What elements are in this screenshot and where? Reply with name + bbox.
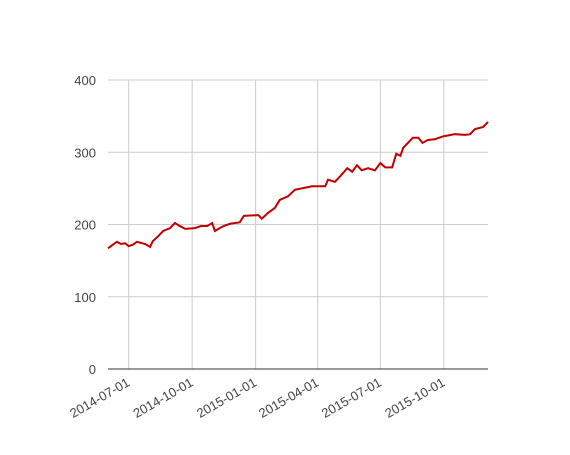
line-series [107, 121, 489, 250]
y-tick-label: 100 [74, 290, 96, 305]
x-tick-label: 2015-04-01 [256, 375, 321, 421]
y-tick-label: 0 [89, 362, 96, 377]
x-tick-label: 2014-10-01 [131, 375, 196, 421]
x-tick-label: 2015-07-01 [319, 375, 384, 421]
y-tick-label: 200 [74, 218, 96, 233]
y-tick-label: 400 [74, 73, 96, 88]
x-tick-label: 2015-01-01 [194, 375, 259, 421]
y-tick-label: 300 [74, 145, 96, 160]
x-tick-label: 2015-10-01 [382, 375, 447, 421]
x-tick-label: 2014-07-01 [67, 375, 132, 421]
